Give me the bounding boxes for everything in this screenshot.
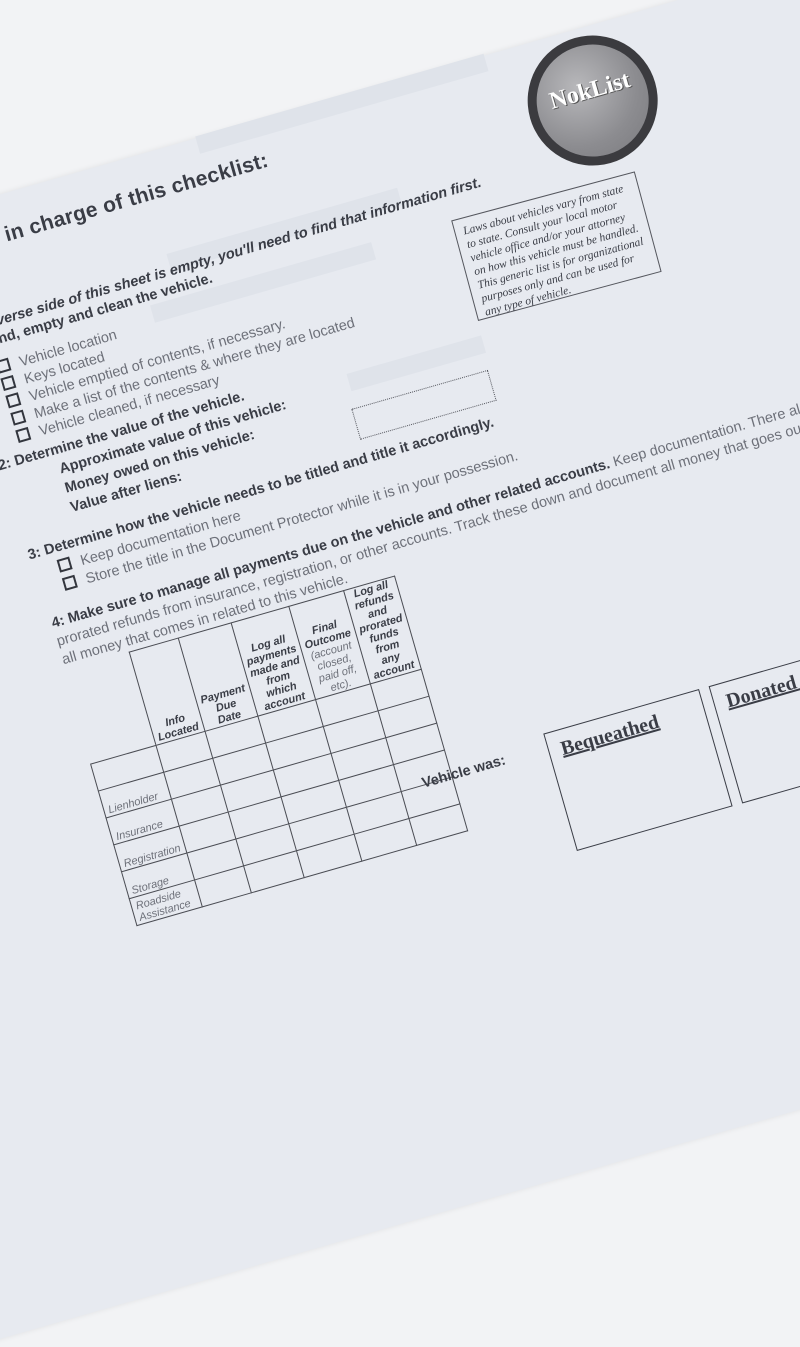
checkbox[interactable] — [5, 392, 22, 409]
checkbox[interactable] — [15, 426, 32, 443]
checkbox[interactable] — [56, 556, 73, 573]
checkbox[interactable] — [61, 574, 78, 591]
checkbox[interactable] — [0, 357, 12, 374]
checkbox[interactable] — [0, 374, 17, 392]
checkbox[interactable] — [10, 409, 27, 426]
